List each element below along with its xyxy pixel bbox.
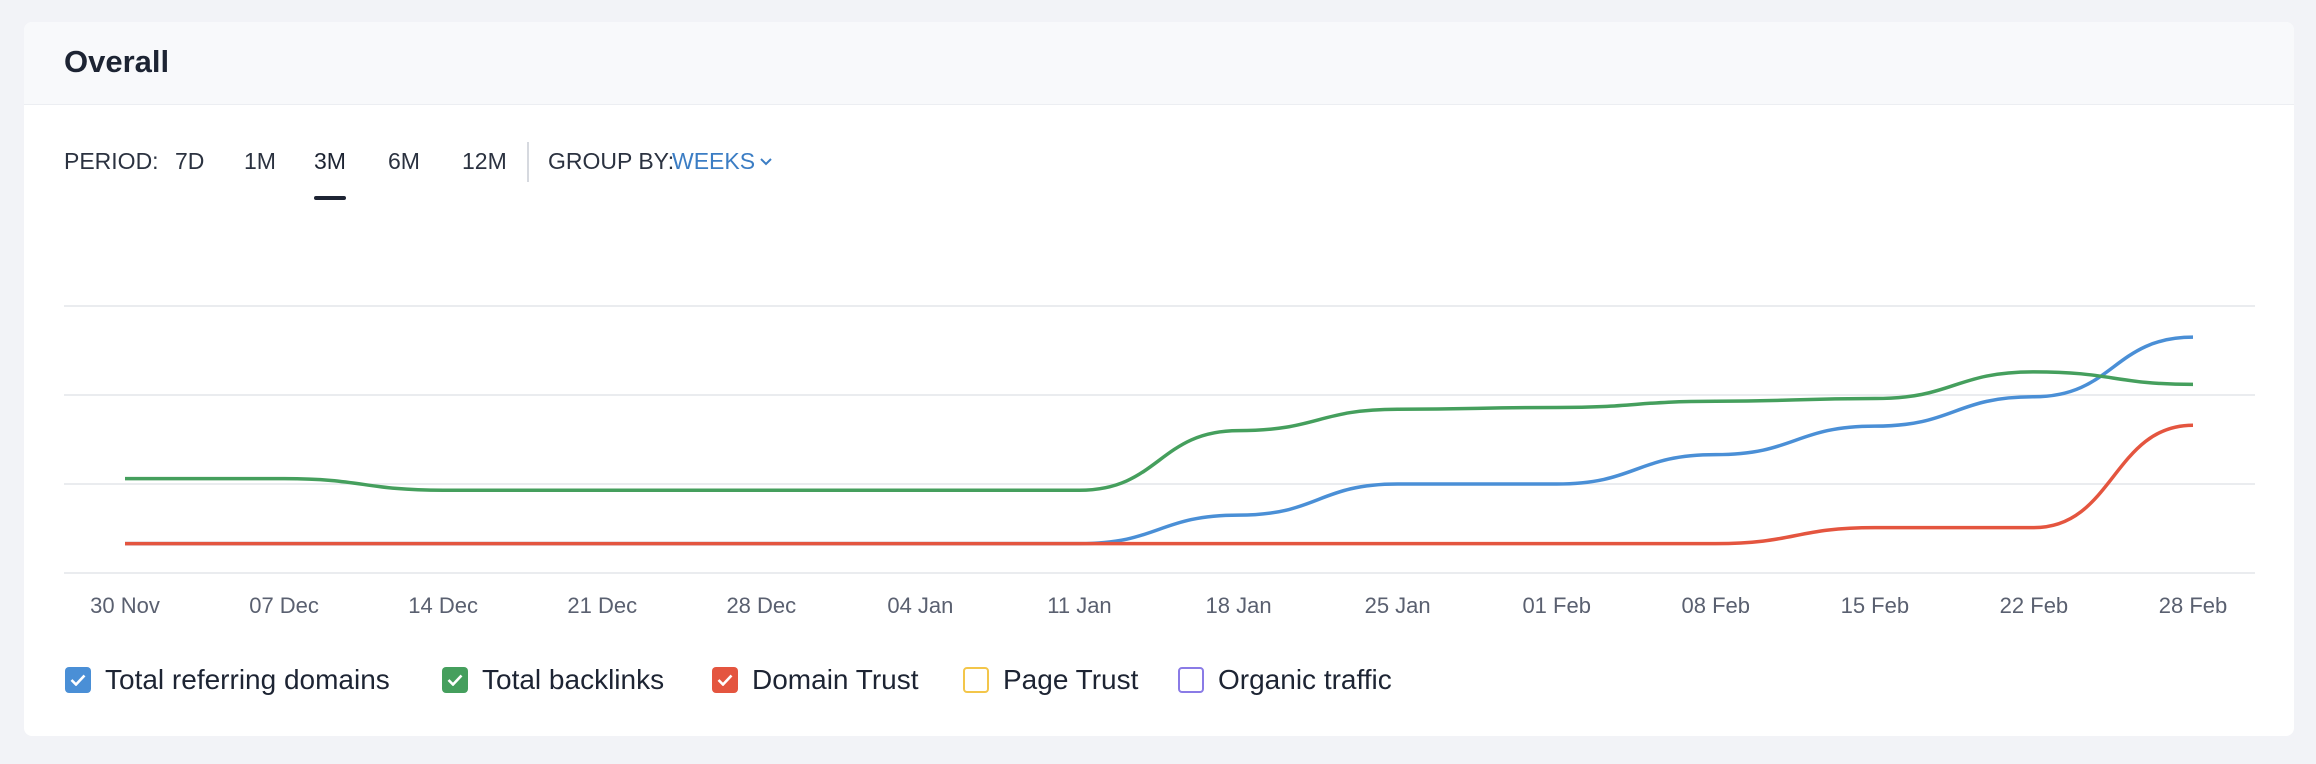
legend-checkbox[interactable] <box>1178 667 1204 693</box>
divider <box>527 142 529 182</box>
x-tick-label: 28 Dec <box>726 593 796 618</box>
check-icon <box>70 674 86 686</box>
x-tick-label: 21 Dec <box>567 593 637 618</box>
period-option[interactable]: 1M <box>244 148 276 174</box>
x-tick-label: 07 Dec <box>249 593 319 618</box>
legend-label[interactable]: Page Trust <box>1003 664 1139 695</box>
chart: 30 Nov 07 Dec 14 Dec 21 Dec 28 Dec 04 Jan 11 J… <box>64 305 2255 618</box>
legend-item[interactable]: Total backlinks <box>442 664 664 696</box>
period-label: PERIOD: <box>64 148 159 174</box>
x-tick-label: 04 Jan <box>887 593 953 618</box>
card-title: Overall <box>64 44 170 79</box>
x-tick-label: 01 Feb <box>1522 593 1591 618</box>
x-tick-label: 14 Dec <box>408 593 478 618</box>
legend-item[interactable]: Page Trust <box>963 664 1138 696</box>
legend-label[interactable]: Domain Trust <box>752 664 919 695</box>
check-icon <box>447 674 463 686</box>
check-icon <box>717 674 733 686</box>
x-tick-label: 18 Jan <box>1206 593 1272 618</box>
x-tick-label: 30 Nov <box>90 593 160 618</box>
x-tick-label: 25 Jan <box>1365 593 1431 618</box>
series-line <box>125 423 2194 546</box>
card-header: Overall <box>24 22 2294 105</box>
x-tick-label: 15 Feb <box>1841 593 1910 618</box>
legend-item[interactable]: Total referring domains <box>65 664 390 696</box>
group-by-value[interactable]: WEEKS <box>672 148 756 174</box>
legend-checkbox[interactable] <box>963 667 989 693</box>
legend-label[interactable]: Organic traffic <box>1218 664 1392 695</box>
legend-item[interactable]: Domain Trust <box>712 664 919 696</box>
card: Overall PERIOD: GROUP BY: WEEKS 30 Nov 07… <box>24 22 2294 736</box>
active-indicator <box>314 196 346 200</box>
period-option[interactable]: 3M <box>314 148 346 174</box>
series-line <box>125 370 2194 492</box>
period-option[interactable]: 7D <box>175 148 205 174</box>
x-tick-label: 28 Feb <box>2159 593 2228 618</box>
x-tick-label: 08 Feb <box>1682 593 1751 618</box>
group-by-select[interactable]: WEEKS <box>672 148 772 175</box>
legend-checkbox[interactable] <box>442 667 468 693</box>
legend-item[interactable]: Organic traffic <box>1178 664 1392 696</box>
series-line <box>125 335 2194 546</box>
legend-checkbox[interactable] <box>712 667 738 693</box>
period-option[interactable]: 12M <box>462 148 507 174</box>
legend-checkbox[interactable] <box>65 667 91 693</box>
x-tick-label: 22 Feb <box>2000 593 2069 618</box>
x-tick-label: 11 Jan <box>1047 593 1111 618</box>
period-option[interactable]: 6M <box>388 148 420 174</box>
legend-label[interactable]: Total backlinks <box>482 664 665 695</box>
chevron <box>760 157 772 165</box>
group-by-label: GROUP BY: <box>548 148 675 174</box>
legend-label[interactable]: Total referring domains <box>105 664 390 695</box>
